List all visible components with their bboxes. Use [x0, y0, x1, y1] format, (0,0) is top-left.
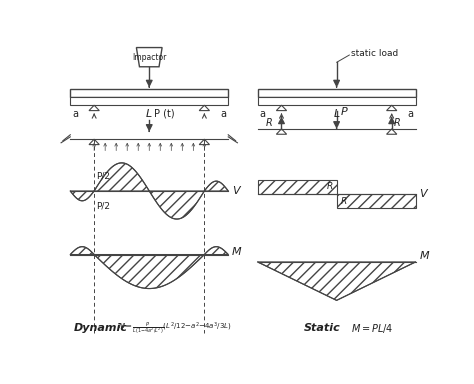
Text: P/2: P/2 — [96, 171, 110, 180]
Text: V: V — [419, 189, 427, 199]
Text: P/2: P/2 — [96, 202, 110, 211]
Text: a: a — [220, 109, 227, 119]
Text: P: P — [340, 107, 347, 117]
Text: a: a — [408, 109, 414, 119]
Polygon shape — [258, 89, 416, 97]
Text: M: M — [419, 251, 429, 261]
Text: V: V — [232, 186, 239, 196]
Text: R: R — [327, 182, 333, 191]
Text: $M{=}\frac{P}{L(1{-}4a^2/L^2)}(L^2/12{-}a^2{-}4a^3/3L)$: $M{=}\frac{P}{L(1{-}4a^2/L^2)}(L^2/12{-}… — [118, 321, 231, 336]
Text: P (t): P (t) — [154, 109, 174, 119]
Text: $M{=}PL/4$: $M{=}PL/4$ — [351, 322, 394, 335]
Text: L: L — [334, 109, 340, 119]
Text: R: R — [393, 118, 400, 127]
Text: a: a — [259, 109, 265, 119]
Text: M: M — [232, 247, 242, 257]
Text: R: R — [340, 197, 346, 205]
Text: R: R — [265, 118, 272, 127]
Text: L: L — [146, 109, 152, 119]
Text: a: a — [72, 109, 78, 119]
Text: Impactor: Impactor — [132, 53, 166, 62]
Text: Dynamic: Dynamic — [74, 323, 128, 333]
Polygon shape — [137, 48, 162, 67]
Polygon shape — [258, 97, 416, 105]
Polygon shape — [70, 97, 228, 105]
Text: static load: static load — [351, 49, 399, 58]
Text: Static: Static — [303, 323, 340, 333]
Polygon shape — [70, 89, 228, 97]
